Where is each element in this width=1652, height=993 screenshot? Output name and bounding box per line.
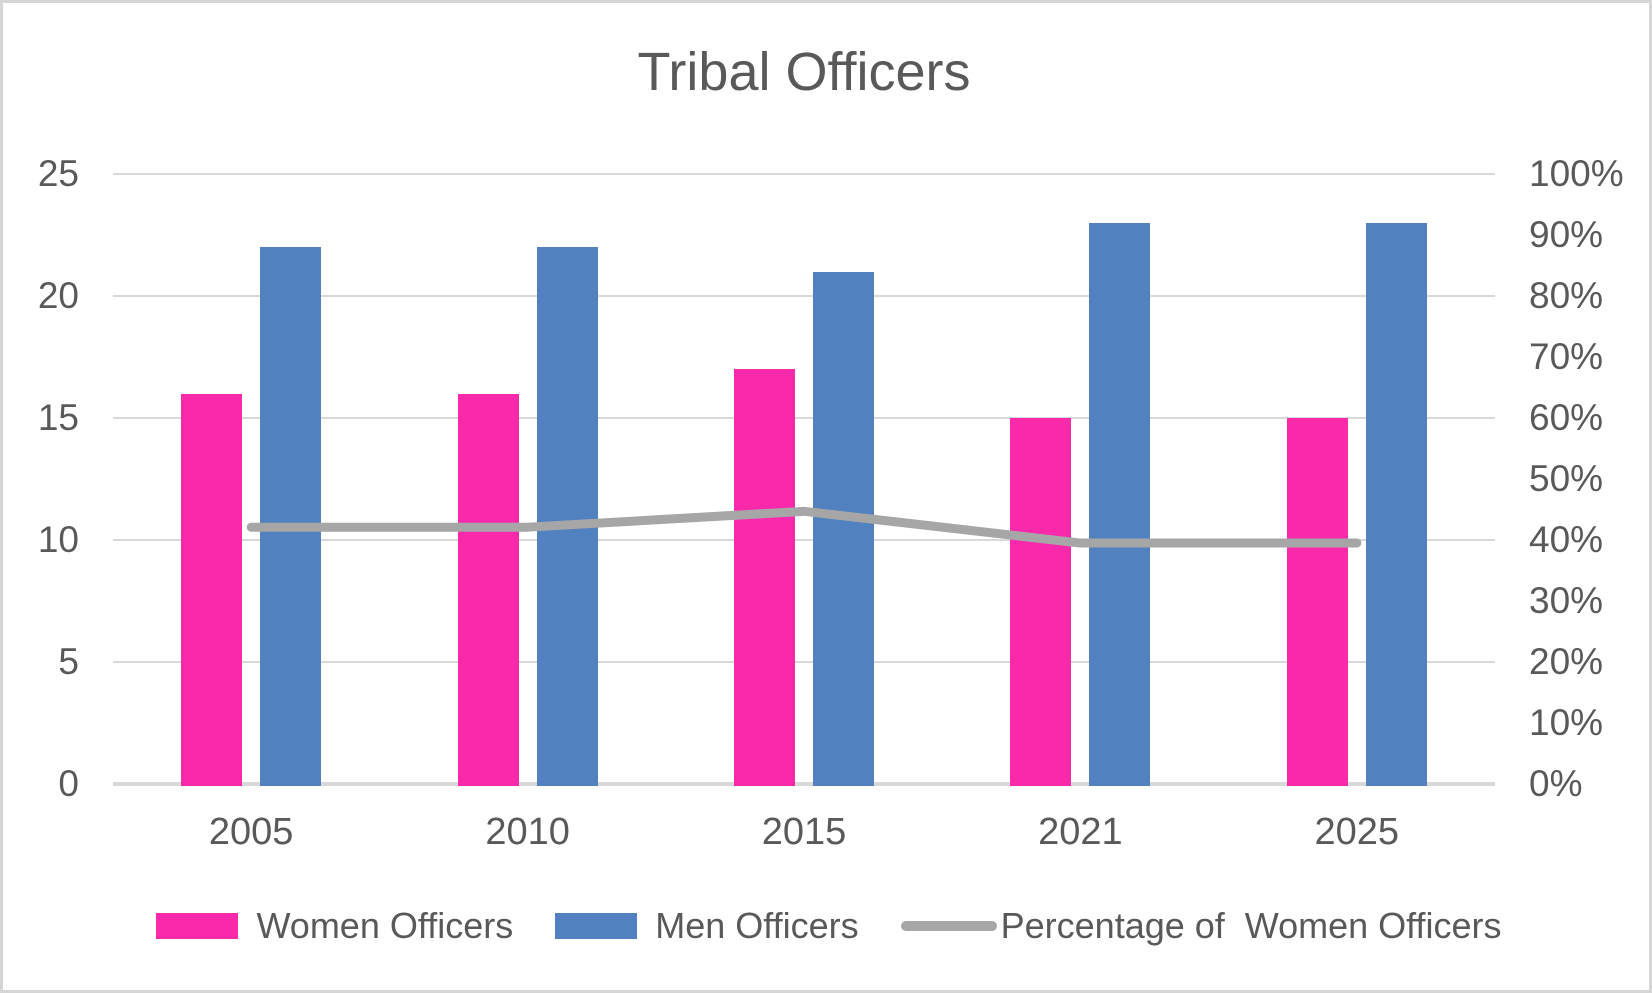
left-axis-tick-label: 10 [37, 519, 79, 560]
bar-women-officers [457, 393, 519, 786]
left-axis-tick-label: 20 [37, 275, 79, 316]
bar-women-officers [1286, 418, 1348, 786]
left-axis-tick-label: 25 [37, 153, 79, 194]
right-axis-tick-label: 50% [1529, 458, 1604, 499]
legend-label: Percentage of Women Officers [1000, 905, 1502, 946]
gridline [113, 173, 1495, 175]
right-axis-tick-label: 100% [1529, 153, 1624, 194]
x-axis-label: 2025 [1314, 811, 1400, 853]
legend-label: Men Officers [655, 905, 859, 946]
right-axis-tick-label: 0% [1529, 763, 1583, 804]
legend-item: Men Officers [555, 904, 859, 948]
left-axis-tick-label: 15 [37, 397, 79, 438]
legend-line-swatch [900, 921, 997, 931]
x-axis-label: 2005 [208, 811, 294, 853]
legend-item: Percentage of Women Officers [900, 904, 1502, 948]
legend-bar-swatch [156, 913, 239, 939]
legend-bar-swatch [555, 913, 638, 939]
right-axis-tick-label: 60% [1529, 397, 1604, 438]
x-axis-label: 2015 [761, 811, 847, 853]
x-axis-label: 2010 [485, 811, 570, 853]
gridline [113, 417, 1495, 419]
x-axis-label: 2021 [1038, 811, 1123, 853]
right-axis-tick-label: 80% [1529, 275, 1604, 316]
bar-men-officers [1089, 222, 1151, 786]
bar-men-officers [1365, 222, 1427, 786]
x-axis-line [113, 782, 1495, 786]
bar-men-officers [813, 271, 874, 786]
bar-men-officers [260, 247, 322, 786]
bar-women-officers [1010, 418, 1072, 786]
right-axis-tick-label: 90% [1529, 214, 1604, 255]
right-axis-tick-label: 40% [1529, 519, 1604, 560]
chart-title: Tribal Officers [637, 42, 971, 102]
bar-women-officers [181, 393, 243, 786]
right-axis-tick-label: 20% [1529, 641, 1604, 682]
left-axis-tick-label: 5 [58, 641, 79, 682]
right-axis-tick-label: 10% [1529, 702, 1604, 743]
legend-label: Women Officers [256, 905, 514, 946]
legend: Women Officers Men Officers Percentage of … [3, 899, 1649, 953]
legend-item: Women Officers [156, 904, 513, 948]
right-axis-tick-label: 70% [1529, 336, 1604, 377]
bar-women-officers [734, 369, 795, 786]
gridline [113, 295, 1495, 297]
gridline [113, 661, 1495, 663]
bar-men-officers [536, 247, 598, 786]
right-axis-tick-label: 30% [1529, 580, 1604, 621]
left-axis-tick-label: 0 [58, 763, 79, 804]
